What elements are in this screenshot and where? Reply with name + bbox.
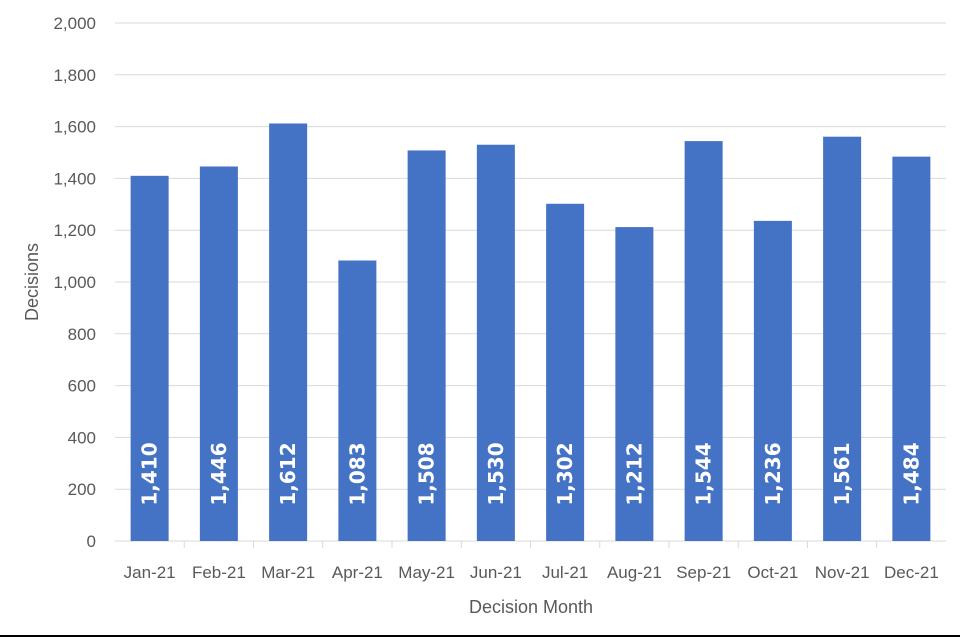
y-tick-label: 1,800 xyxy=(53,66,96,85)
bar xyxy=(823,136,862,542)
bar-data-label: 1,484 xyxy=(899,442,923,505)
bottom-border xyxy=(0,635,960,637)
y-axis-title: Decisions xyxy=(22,243,42,321)
y-tick-label: 600 xyxy=(68,377,96,396)
x-axis-title: Decision Month xyxy=(469,597,593,617)
y-tick-label: 200 xyxy=(68,480,96,499)
x-tick-label: May-21 xyxy=(398,563,455,582)
bar-data-label: 1,302 xyxy=(553,442,577,505)
x-tick-label: Oct-21 xyxy=(747,563,798,582)
bar xyxy=(269,123,308,541)
x-tick-label: Jun-21 xyxy=(470,563,522,582)
x-tick-label: Apr-21 xyxy=(332,563,383,582)
x-tick-label: Dec-21 xyxy=(884,563,939,582)
y-axis-tick-labels: 0 200 400 600 800 1,000 1,200 1,400 1,600 1,800 2,… xyxy=(53,14,96,551)
x-tick-label: Jan-21 xyxy=(124,563,176,582)
bar xyxy=(199,166,238,541)
bar xyxy=(407,150,446,542)
gridlines xyxy=(115,22,946,548)
bar-data-label: 1,236 xyxy=(761,442,785,505)
bar xyxy=(615,227,654,542)
x-tick-label: Sep-21 xyxy=(676,563,731,582)
x-tick-label: Mar-21 xyxy=(261,563,315,582)
y-tick-label: 1,000 xyxy=(53,273,96,292)
bar xyxy=(338,260,377,541)
bar-data-label: 1,446 xyxy=(207,442,231,505)
bar-data-label: 1,561 xyxy=(830,442,854,505)
y-tick-label: 400 xyxy=(68,428,96,447)
x-tick-label: Feb-21 xyxy=(192,563,246,582)
bar xyxy=(130,175,169,541)
bar xyxy=(476,144,515,542)
x-tick-label: Nov-21 xyxy=(815,563,870,582)
bar xyxy=(684,141,723,541)
y-tick-label: 1,200 xyxy=(53,221,96,240)
bar xyxy=(753,220,792,541)
bar-data-label: 1,410 xyxy=(138,442,162,505)
bar-data-label: 1,083 xyxy=(345,442,369,505)
x-axis-tick-labels: Jan-21 Feb-21 Mar-21 Apr-21 May-21 Jun-21 Jul-… xyxy=(124,563,939,582)
y-tick-label: 2,000 xyxy=(53,14,96,33)
y-tick-label: 0 xyxy=(87,532,96,551)
bars: 1,410 1,446 1,612 1,083 1,508 1,530 1,302 1,212… xyxy=(130,123,931,542)
bar xyxy=(892,156,931,542)
bar-data-label: 1,508 xyxy=(415,442,439,505)
y-tick-label: 1,400 xyxy=(53,169,96,188)
y-tick-label: 800 xyxy=(68,325,96,344)
bar-data-label: 1,530 xyxy=(484,442,508,505)
x-tick-label: Aug-21 xyxy=(607,563,662,582)
bar-data-label: 1,612 xyxy=(276,442,300,505)
bar-data-label: 1,212 xyxy=(622,442,646,505)
y-tick-label: 1,600 xyxy=(53,118,96,137)
bar xyxy=(546,203,585,542)
bar-data-label: 1,544 xyxy=(692,442,716,505)
x-tick-label: Jul-21 xyxy=(542,563,588,582)
